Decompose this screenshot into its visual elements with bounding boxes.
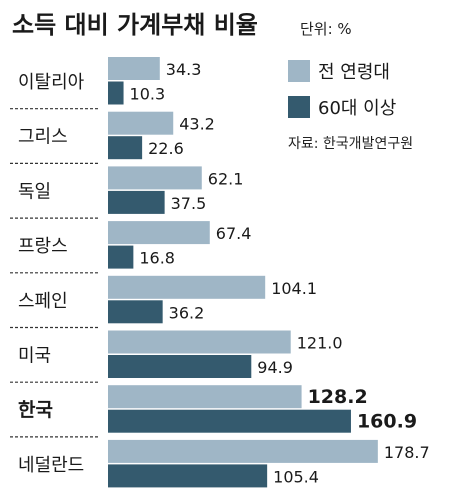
bar-over-60-4 <box>108 300 163 324</box>
source-note: 자료: 한국개발연구원 <box>288 136 413 152</box>
category-label: 네덜란드 <box>18 455 84 476</box>
bar-all-ages-6 <box>108 385 302 409</box>
bar-over-60-0 <box>108 81 124 105</box>
category-label: 스페인 <box>18 291 68 312</box>
data-label: 94.9 <box>257 358 293 377</box>
bar-all-ages-5 <box>108 330 291 354</box>
bar-all-ages-3 <box>108 221 210 245</box>
data-label: 10.3 <box>130 85 166 104</box>
data-label: 43.2 <box>179 115 215 134</box>
legend-label: 전 연령대 <box>318 62 390 83</box>
bar-over-60-1 <box>108 136 143 160</box>
bar-all-ages-7 <box>108 439 378 463</box>
data-label: 67.4 <box>216 224 252 243</box>
legend: 전 연령대 60대 이상 <box>288 60 396 119</box>
data-label: 22.6 <box>148 139 184 158</box>
category-label: 미국 <box>18 346 51 367</box>
legend-label: 60대 이상 <box>318 98 396 119</box>
bar-over-60-6 <box>108 409 351 433</box>
bar-all-ages-1 <box>108 111 174 135</box>
data-label: 62.1 <box>208 169 244 188</box>
category-label: 그리스 <box>18 127 68 148</box>
data-label: 37.5 <box>171 194 207 213</box>
bar-all-ages-4 <box>108 275 266 299</box>
category-label: 이탈리아 <box>18 72 85 93</box>
data-label: 178.7 <box>384 443 430 462</box>
category-label: 독일 <box>18 181 51 202</box>
data-label: 121.0 <box>297 334 343 353</box>
legend-swatch <box>288 60 310 82</box>
legend-swatch <box>288 96 310 118</box>
data-label: 36.2 <box>169 303 205 322</box>
bar-all-ages-2 <box>108 166 202 190</box>
data-label: 104.1 <box>271 279 317 298</box>
bar-over-60-5 <box>108 355 252 378</box>
unit-label: 단위: % <box>300 20 352 38</box>
bar-over-60-3 <box>108 245 134 269</box>
data-label: 16.8 <box>139 249 175 268</box>
category-label: 한국 <box>18 399 53 421</box>
bar-all-ages-0 <box>108 57 160 80</box>
category-rows: 이탈리아 34.310.3 그리스 43.2 22.6 독일 62.137.5 프랑스 67.4… <box>10 57 430 488</box>
data-label: 128.2 <box>308 386 368 408</box>
bar-over-60-7 <box>108 464 268 488</box>
data-label: 160.9 <box>357 411 417 433</box>
chart-title: 소득 대비 가계부채 비율 <box>12 11 258 39</box>
data-label: 34.3 <box>166 60 202 79</box>
bar-over-60-2 <box>108 190 165 214</box>
category-label: 프랑스 <box>18 236 68 257</box>
data-label: 105.4 <box>273 467 319 486</box>
